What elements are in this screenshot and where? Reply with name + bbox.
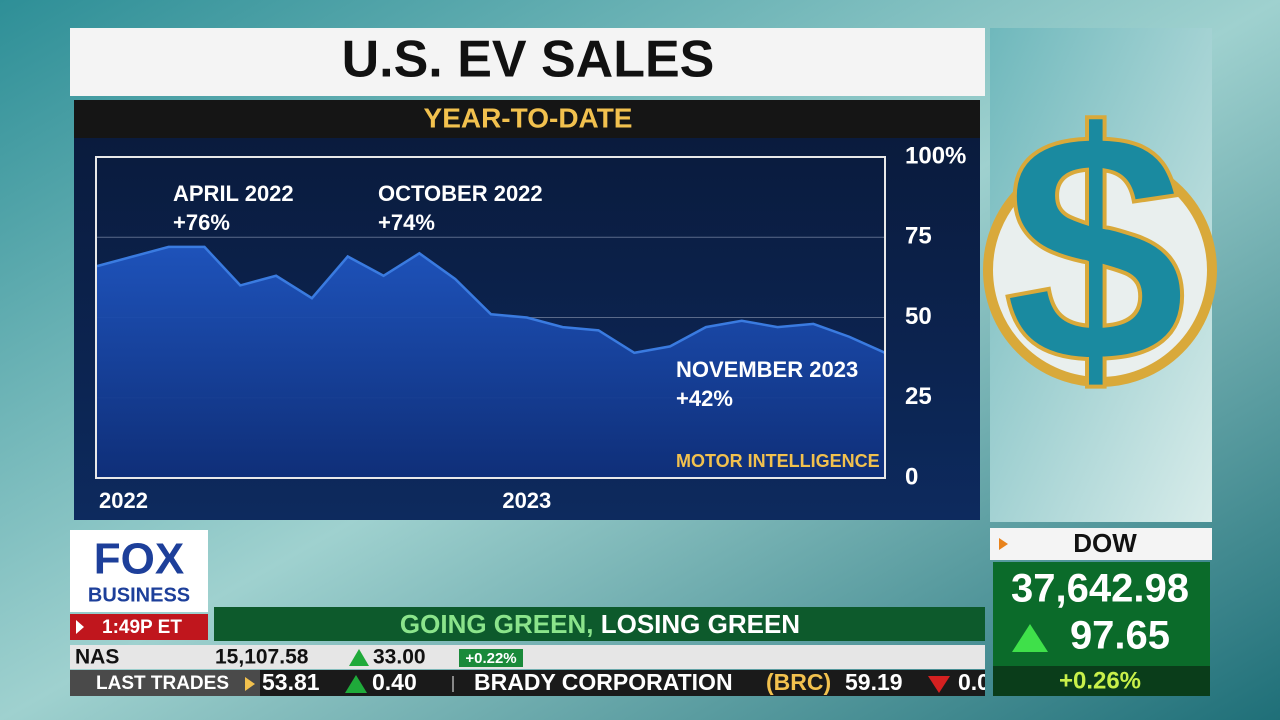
x-tick-label: 2022	[99, 488, 148, 513]
last-trades: LAST TRADES	[96, 673, 229, 694]
chart-title: U.S. EV SALES	[342, 31, 715, 89]
subtitle-bar	[74, 100, 980, 138]
dow-percent-box	[993, 666, 1210, 696]
logo-fox: FOX	[94, 535, 184, 584]
annotation-value: +42%	[676, 386, 733, 411]
coin	[983, 153, 1217, 387]
ticker-item: BRADY CORPORATION	[474, 669, 733, 695]
dow-arrow	[999, 538, 1008, 550]
separator	[452, 676, 454, 692]
ticker-item: 59.19	[845, 669, 903, 695]
dow-name: DOW	[1073, 528, 1137, 558]
headline-part2: LOSING GREEN	[601, 609, 800, 639]
line	[96, 245, 886, 355]
last-trades-box	[70, 670, 260, 696]
annotation-label: OCTOBER 2022	[378, 181, 543, 206]
ticker-item: (BRC)	[766, 669, 831, 695]
y-tick-label: 100%	[905, 142, 966, 169]
annotation-value: +76%	[173, 210, 230, 235]
logo-box	[70, 530, 208, 612]
headline-part1: GOING GREEN,	[400, 609, 594, 639]
plot: 0 25 50 75 100% 2022 2023 APRIL 2022 +76% OCTOBER…	[95, 142, 966, 513]
time-arrow	[76, 620, 84, 634]
dow-percent: +0.26%	[1059, 667, 1141, 694]
y-tick-label: 0	[905, 463, 918, 490]
y-tick-label: 75	[905, 223, 932, 250]
ticker-index: NAS	[75, 646, 119, 669]
logo-business: BUSINESS	[88, 584, 190, 606]
dollar-symbol: $	[1003, 63, 1187, 432]
time: 1:49P ET	[102, 617, 182, 638]
down-arrow	[928, 676, 950, 693]
up-arrow	[1012, 624, 1048, 652]
up-arrow	[349, 649, 369, 666]
time-bar	[70, 614, 208, 640]
annotation-value: +74%	[378, 210, 435, 235]
ticker-item: 0.0	[958, 669, 990, 695]
annotation-label: APRIL 2022	[173, 181, 294, 206]
x-tick-label: 2023	[502, 488, 551, 513]
ticker-row1	[70, 645, 985, 669]
ticker-scroll: 53.81 0.40 BRADY CORPORATION (BRC) 59.19…	[262, 669, 990, 695]
y-tick-label: 50	[905, 303, 932, 330]
area	[97, 246, 885, 478]
percent-box	[459, 649, 523, 667]
ticker-level: 15,107.58	[215, 646, 309, 669]
headline: GOING GREEN, LOSING GREEN	[400, 609, 800, 639]
ticker-percent: +0.22%	[465, 650, 516, 667]
plot-frame	[95, 156, 886, 479]
up-arrow	[345, 675, 367, 693]
annotation-label: NOVEMBER 2023	[676, 357, 858, 382]
chart-subtitle: YEAR-TO-DATE	[424, 102, 633, 133]
y-tick-label: 25	[905, 383, 932, 410]
trades-arrow	[245, 677, 255, 691]
source: MOTOR INTELLIGENCE	[676, 451, 880, 471]
dow-level: 37,642.98	[1011, 567, 1189, 611]
headline-bar	[214, 607, 985, 641]
ticker-item: 53.81	[262, 669, 320, 695]
title-box	[70, 28, 985, 96]
dow-header	[990, 528, 1212, 560]
dow-change: 97.65	[1070, 614, 1170, 658]
ticker-change: 33.00	[373, 646, 426, 669]
ticker-item: 0.40	[372, 669, 417, 695]
